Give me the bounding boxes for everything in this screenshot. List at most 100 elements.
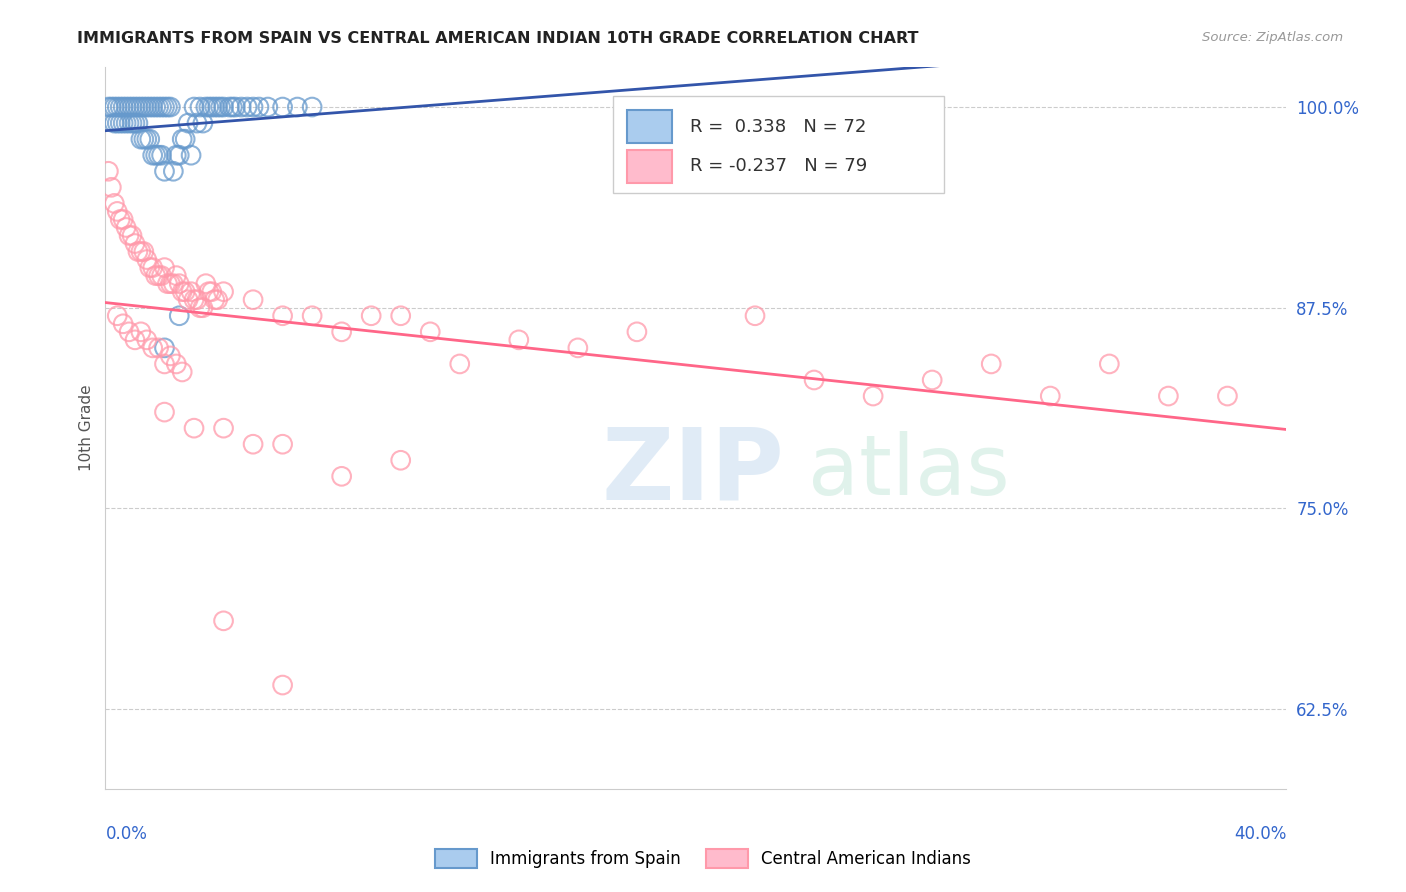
Point — [135, 100, 157, 114]
Point — [112, 100, 135, 114]
Point — [183, 421, 205, 435]
Point — [183, 293, 205, 307]
Point — [330, 325, 353, 339]
Point — [105, 100, 128, 114]
Point — [207, 100, 229, 114]
Point — [153, 164, 176, 178]
Point — [103, 116, 125, 130]
Point — [124, 236, 146, 251]
Point — [110, 100, 132, 114]
Point — [330, 469, 353, 483]
Point — [132, 132, 155, 146]
Point — [180, 148, 202, 162]
Point — [165, 357, 187, 371]
Point — [150, 148, 173, 162]
Point — [118, 228, 141, 243]
Point — [115, 220, 138, 235]
Text: 40.0%: 40.0% — [1234, 825, 1286, 843]
Point — [153, 357, 176, 371]
Point — [129, 100, 152, 114]
Point — [191, 116, 214, 130]
Point — [247, 100, 270, 114]
Point — [221, 100, 243, 114]
Point — [103, 100, 125, 114]
Text: R =  0.338   N = 72: R = 0.338 N = 72 — [690, 118, 866, 136]
Point — [112, 317, 135, 331]
Point — [127, 100, 149, 114]
Point — [172, 365, 194, 379]
Legend: Immigrants from Spain, Central American Indians: Immigrants from Spain, Central American … — [429, 842, 977, 875]
Point — [124, 100, 146, 114]
Point — [177, 293, 200, 307]
Point — [124, 116, 146, 130]
Point — [112, 116, 135, 130]
Point — [162, 277, 184, 291]
Point — [1216, 389, 1239, 403]
Point — [201, 285, 224, 299]
Point — [159, 100, 181, 114]
Point — [360, 309, 382, 323]
Point — [100, 180, 122, 194]
Point — [138, 100, 162, 114]
Point — [142, 148, 165, 162]
Point — [132, 244, 155, 259]
Point — [188, 100, 211, 114]
Point — [204, 293, 226, 307]
Point — [150, 268, 173, 283]
Point — [100, 100, 122, 114]
Point — [148, 148, 170, 162]
Point — [138, 132, 162, 146]
Point — [169, 277, 191, 291]
Point — [156, 277, 179, 291]
Point — [301, 100, 323, 114]
Point — [118, 116, 141, 130]
Point — [142, 260, 165, 275]
Point — [257, 100, 280, 114]
Text: ZIP: ZIP — [602, 423, 785, 520]
FancyBboxPatch shape — [613, 95, 943, 194]
Point — [169, 309, 191, 323]
Point — [508, 333, 530, 347]
Point — [138, 260, 162, 275]
Point — [744, 309, 766, 323]
Point — [115, 116, 138, 130]
Point — [105, 204, 128, 219]
Point — [921, 373, 943, 387]
Point — [142, 100, 165, 114]
Point — [194, 100, 217, 114]
Point — [145, 268, 167, 283]
Point — [271, 437, 294, 451]
Point — [172, 285, 194, 299]
Point — [212, 285, 235, 299]
Point — [165, 148, 187, 162]
Point — [271, 100, 294, 114]
Point — [174, 285, 197, 299]
Point — [153, 405, 176, 419]
Point — [1157, 389, 1180, 403]
Point — [191, 301, 214, 315]
Point — [153, 100, 176, 114]
Point — [145, 148, 167, 162]
Point — [183, 100, 205, 114]
Point — [197, 100, 219, 114]
Point — [153, 260, 176, 275]
Point — [142, 341, 165, 355]
Point — [212, 614, 235, 628]
Point — [165, 268, 187, 283]
Point — [242, 437, 264, 451]
Point — [186, 116, 208, 130]
Point — [862, 389, 884, 403]
Point — [135, 252, 157, 267]
Point — [135, 333, 157, 347]
Point — [129, 132, 152, 146]
Point — [127, 244, 149, 259]
Point — [271, 678, 294, 692]
Point — [201, 100, 224, 114]
Point — [153, 341, 176, 355]
Point — [159, 277, 181, 291]
Y-axis label: 10th Grade: 10th Grade — [79, 384, 94, 472]
Point — [231, 100, 253, 114]
Point — [174, 132, 197, 146]
Point — [162, 164, 184, 178]
Point — [212, 421, 235, 435]
